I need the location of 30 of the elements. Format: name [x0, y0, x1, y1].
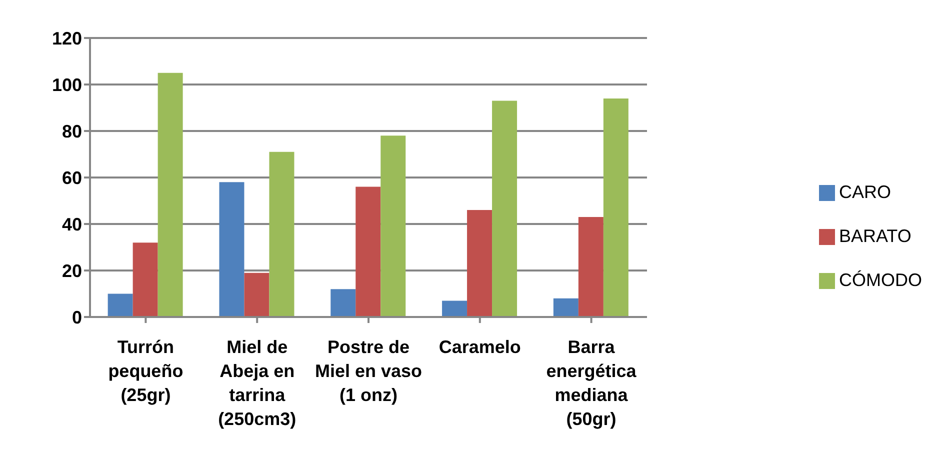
legend-label: BARATO — [839, 226, 912, 246]
bar — [553, 298, 578, 317]
bar — [108, 294, 133, 317]
x-tick-label: Turrón pequeño (25gr) — [108, 337, 184, 405]
y-tick-label: 120 — [52, 28, 82, 48]
y-tick-label: 40 — [62, 214, 82, 234]
bar — [442, 300, 468, 317]
bar — [578, 217, 604, 317]
bar — [492, 100, 518, 317]
bar — [244, 272, 270, 317]
legend-label: CÓMODO — [839, 270, 922, 290]
y-tick-label: 80 — [62, 121, 82, 142]
bar — [269, 152, 294, 317]
x-tick-label: Caramelo — [438, 337, 521, 357]
bar — [467, 210, 492, 317]
x-tick-label: Miel de Abeja en tarrina (250cm3) — [218, 337, 296, 429]
bar — [356, 186, 381, 317]
y-tick-label: 0 — [72, 307, 82, 328]
x-tick-label: Barra energética mediana (50gr) — [546, 337, 638, 429]
y-tick-label: 100 — [52, 74, 82, 95]
x-tick-label: Postre de Miel en vaso (1 onz) — [314, 337, 422, 405]
bar — [603, 98, 628, 317]
bar — [158, 72, 183, 317]
bar — [330, 289, 356, 317]
bar — [380, 136, 406, 317]
bar — [132, 242, 158, 317]
y-tick-label: 20 — [62, 260, 82, 281]
y-tick-label: 60 — [62, 168, 82, 188]
legend-label: CARO — [839, 182, 892, 202]
bar — [219, 182, 244, 317]
